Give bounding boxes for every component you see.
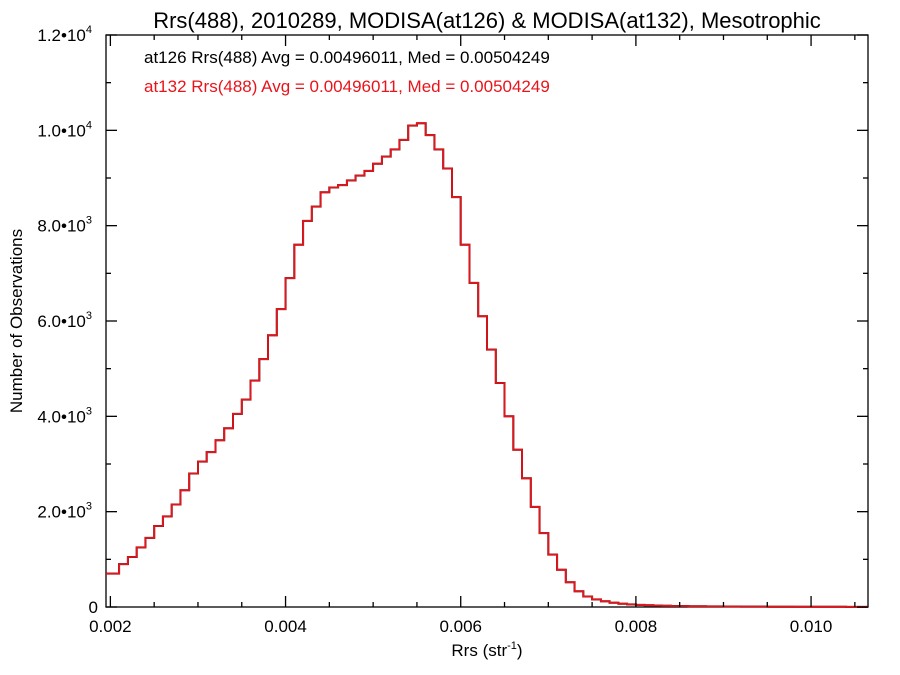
- y-tick-label-2: 4.0•103: [37, 405, 92, 426]
- y-tick-label-1: 2.0•103: [37, 501, 92, 522]
- series-line-at126: [106, 122, 868, 608]
- y-axis: 0 2.0•103 4.0•103 6.0•103 8.0•103 1.0•104 1.2•…: [37, 24, 868, 617]
- x-axis: 0.002 0.004 0.006 0.008 0.010: [89, 35, 856, 636]
- y-tick-label-4: 8.0•103: [37, 215, 92, 236]
- y-tick-label-0: 0: [89, 598, 98, 617]
- chart-title: Rrs(488), 2010289, MODISA(at126) & MODIS…: [153, 8, 821, 33]
- x-tick-label-4: 0.010: [790, 617, 833, 636]
- x-axis-label: Rrs (str-1): [451, 640, 522, 660]
- y-tick-label-3: 6.0•103: [37, 310, 92, 331]
- x-tick-label-3: 0.008: [615, 617, 658, 636]
- annotation-at126: at126 Rrs(488) Avg = 0.00496011, Med = 0…: [144, 48, 550, 67]
- annotation-at132: at132 Rrs(488) Avg = 0.00496011, Med = 0…: [144, 77, 550, 96]
- y-tick-label-6: 1.2•104: [37, 24, 92, 45]
- y-tick-label-5: 1.0•104: [37, 119, 92, 140]
- annotations: at126 Rrs(488) Avg = 0.00496011, Med = 0…: [144, 48, 550, 96]
- series-line-at132: [106, 122, 868, 608]
- series-layer: [106, 122, 868, 608]
- x-tick-label-1: 0.004: [264, 617, 307, 636]
- y-axis-label: Number of Observations: [7, 229, 26, 413]
- x-tick-label-0: 0.002: [89, 617, 132, 636]
- x-axis-label-sup: -1: [507, 640, 517, 652]
- x-tick-label-2: 0.006: [439, 617, 482, 636]
